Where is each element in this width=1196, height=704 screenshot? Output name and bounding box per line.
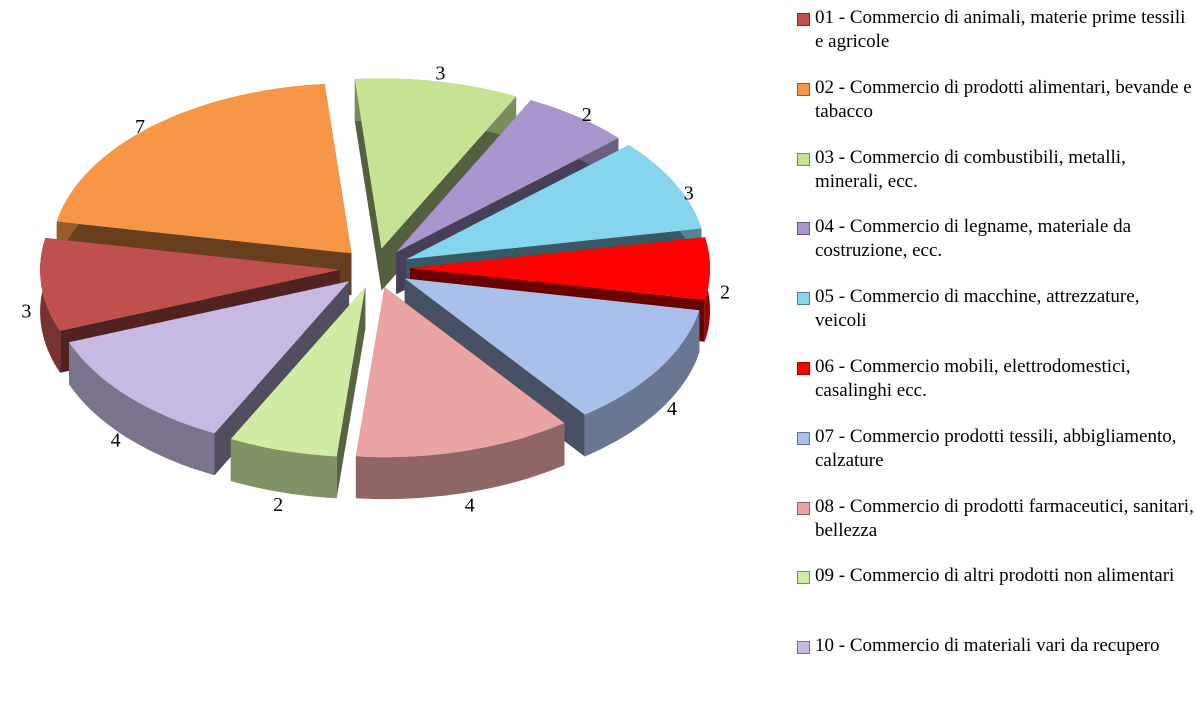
slice: [396, 100, 619, 253]
legend-swatch: [797, 571, 810, 585]
data-label: 4: [111, 430, 121, 452]
slice: [406, 145, 702, 260]
slice-outer-wall: [230, 439, 337, 499]
legend-label: 03 - Commercio di combustibili, metalli,…: [815, 146, 1126, 192]
legend-item: 05 - Commercio di macchine, attrezzature…: [795, 285, 1195, 355]
slice: [354, 78, 517, 249]
legend-item: 04 - Commercio di legname, materiale da …: [795, 215, 1195, 285]
slice: [40, 238, 341, 331]
legend-item: 02 - Commercio di prodotti alimentari, b…: [795, 76, 1195, 146]
data-label: 7: [135, 116, 145, 138]
legend-item: 06 - Commercio mobili, elettrodomestici,…: [795, 355, 1195, 425]
legend-item: 03 - Commercio di combustibili, metalli,…: [795, 146, 1195, 216]
legend-label: 01 - Commercio di animali, materie prime…: [815, 7, 1186, 52]
legend: 01 - Commercio di animali, materie prime…: [795, 6, 1195, 704]
data-label: 4: [667, 398, 677, 420]
data-label: 3: [21, 300, 31, 322]
slice: [230, 287, 366, 457]
legend-label: 02 - Commercio di prodotti alimentari, b…: [815, 76, 1192, 122]
legend-label: 10 - Commercio di materiali vari da recu…: [815, 635, 1160, 657]
legend-label: 07 - Commercio prodotti tessili, abbigli…: [815, 425, 1177, 471]
slice: [69, 281, 350, 434]
legend-item: 01 - Commercio di animali, materie prime…: [795, 6, 1195, 76]
data-label: 2: [582, 104, 592, 126]
slice-cut-wall: [336, 287, 366, 499]
data-label: 4: [465, 494, 475, 516]
data-label: 3: [684, 182, 694, 204]
legend-swatch: [797, 13, 810, 26]
legend-label: 05 - Commercio di macchine, attrezzature…: [815, 286, 1140, 332]
legend-item: 10 - Commercio di materiali vari da recu…: [795, 634, 1195, 704]
legend-item: 09 - Commercio di altri prodotti non ali…: [795, 564, 1195, 634]
slice-outer-wall: [355, 423, 565, 500]
legend-swatch: [797, 222, 810, 236]
legend-swatch: [797, 431, 810, 445]
slice: [410, 237, 710, 300]
slice: [404, 278, 700, 415]
legend-swatch: [797, 501, 810, 515]
legend-swatch: [797, 641, 810, 655]
legend-label: 08 - Commercio di prodotti farmaceutici,…: [815, 495, 1194, 541]
data-label: 2: [720, 281, 730, 303]
legend-label: 06 - Commercio mobili, elettrodomestici,…: [815, 355, 1131, 401]
legend-swatch: [797, 82, 810, 96]
slice-outer-wall: [584, 310, 700, 457]
chart: 3 7 3 2 3 2 4 4 2 4: [21, 63, 730, 517]
legend-swatch: [797, 361, 810, 375]
slice-cut-wall: [354, 79, 382, 291]
data-label: 3: [435, 63, 445, 85]
legend-item: 07 - Commercio prodotti tessili, abbigli…: [795, 425, 1195, 495]
legend-label: 09 - Commercio di altri prodotti non ali…: [815, 565, 1175, 587]
page: 3 7 3 2 3 2 4 4 2 4 01 - Commercio di animali, ma…: [21, 7, 1194, 657]
data-label: 2: [273, 494, 283, 516]
slice: [355, 287, 565, 458]
slice: [56, 84, 352, 254]
legend-swatch: [797, 152, 810, 166]
legend-swatch: [797, 292, 810, 306]
legend-item: 08 - Commercio di prodotti farmaceutici,…: [795, 495, 1195, 565]
slice-outer-wall: [69, 342, 215, 476]
legend-label: 04 - Commercio di legname, materiale da …: [815, 216, 1132, 262]
